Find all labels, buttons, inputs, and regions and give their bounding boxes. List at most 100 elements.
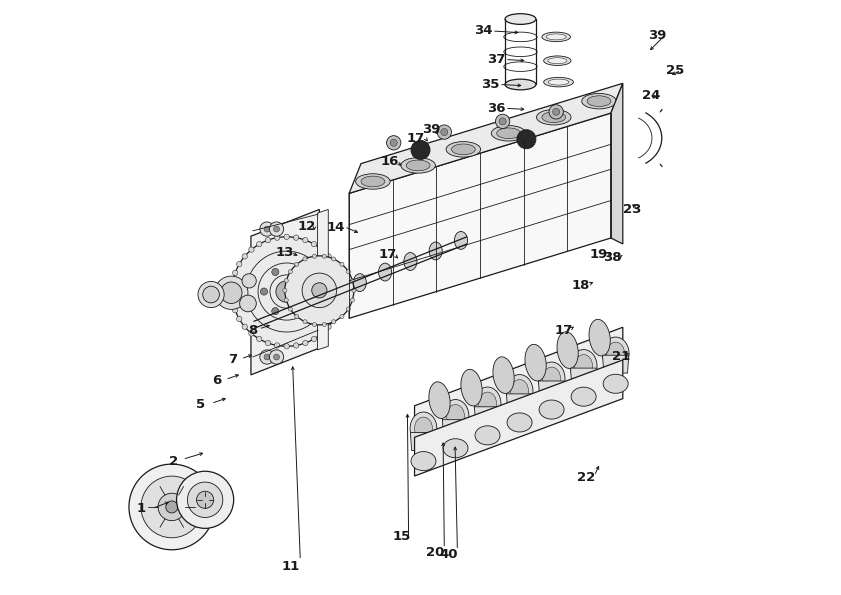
Circle shape (264, 354, 270, 360)
Ellipse shape (506, 375, 533, 408)
Circle shape (166, 501, 177, 513)
Ellipse shape (547, 58, 567, 64)
Ellipse shape (338, 280, 343, 285)
Ellipse shape (507, 413, 532, 432)
Ellipse shape (589, 320, 611, 356)
Ellipse shape (274, 235, 280, 240)
Circle shape (129, 464, 214, 550)
Text: 18: 18 (572, 279, 590, 292)
Text: 35: 35 (482, 78, 500, 91)
Circle shape (441, 129, 448, 136)
Circle shape (285, 256, 354, 325)
Text: 37: 37 (488, 53, 505, 66)
Ellipse shape (319, 331, 325, 336)
Ellipse shape (491, 126, 526, 141)
Text: 39: 39 (422, 123, 441, 136)
Ellipse shape (283, 289, 287, 293)
Ellipse shape (454, 231, 468, 249)
Ellipse shape (353, 274, 367, 292)
Ellipse shape (606, 342, 625, 365)
Circle shape (214, 276, 248, 309)
Ellipse shape (274, 343, 280, 348)
Circle shape (272, 308, 279, 315)
Circle shape (294, 308, 302, 315)
Ellipse shape (338, 298, 343, 303)
Text: 16: 16 (380, 155, 399, 168)
Ellipse shape (249, 247, 254, 252)
Ellipse shape (331, 262, 336, 267)
Circle shape (197, 491, 214, 508)
Text: 13: 13 (276, 246, 294, 259)
Ellipse shape (294, 235, 299, 240)
Polygon shape (410, 433, 436, 450)
Circle shape (276, 281, 298, 302)
Ellipse shape (312, 254, 316, 258)
Polygon shape (570, 368, 597, 386)
Ellipse shape (443, 439, 468, 458)
Text: 7: 7 (229, 353, 238, 367)
Ellipse shape (582, 93, 616, 109)
Text: 6: 6 (213, 374, 222, 387)
Ellipse shape (602, 337, 629, 369)
Circle shape (549, 105, 563, 119)
Text: 36: 36 (488, 102, 506, 115)
Ellipse shape (557, 332, 579, 368)
Ellipse shape (587, 96, 611, 107)
Ellipse shape (510, 380, 528, 402)
Text: 1: 1 (136, 502, 145, 515)
Polygon shape (415, 327, 623, 447)
Ellipse shape (265, 340, 271, 346)
Ellipse shape (542, 367, 560, 390)
Ellipse shape (538, 362, 565, 395)
Circle shape (390, 139, 397, 146)
Circle shape (240, 295, 257, 312)
Circle shape (294, 268, 302, 275)
Ellipse shape (242, 324, 247, 330)
Ellipse shape (493, 357, 514, 393)
Ellipse shape (284, 343, 289, 349)
Ellipse shape (548, 79, 569, 85)
Ellipse shape (474, 387, 501, 420)
Ellipse shape (303, 237, 308, 243)
Ellipse shape (461, 369, 482, 406)
Ellipse shape (542, 32, 570, 42)
Ellipse shape (257, 242, 262, 247)
Ellipse shape (331, 320, 336, 324)
Ellipse shape (429, 382, 450, 418)
Ellipse shape (410, 412, 436, 444)
Polygon shape (506, 394, 532, 412)
Polygon shape (318, 209, 328, 350)
Circle shape (141, 476, 203, 538)
Ellipse shape (546, 34, 566, 40)
Ellipse shape (543, 77, 574, 87)
Text: 12: 12 (297, 220, 315, 233)
Circle shape (411, 140, 430, 159)
Ellipse shape (543, 56, 571, 65)
Ellipse shape (406, 160, 430, 171)
Ellipse shape (312, 322, 316, 327)
Polygon shape (602, 355, 629, 373)
Ellipse shape (252, 316, 265, 334)
Ellipse shape (574, 355, 593, 377)
Polygon shape (538, 381, 564, 399)
Ellipse shape (442, 400, 469, 432)
Circle shape (232, 237, 341, 346)
Text: 23: 23 (622, 203, 641, 216)
Ellipse shape (356, 174, 390, 189)
Ellipse shape (339, 289, 344, 295)
Ellipse shape (404, 252, 417, 271)
Ellipse shape (475, 426, 500, 445)
Circle shape (305, 288, 313, 295)
Ellipse shape (322, 322, 326, 327)
Text: 34: 34 (473, 24, 492, 37)
Ellipse shape (542, 112, 566, 123)
Ellipse shape (236, 262, 242, 267)
Ellipse shape (232, 270, 238, 275)
Ellipse shape (242, 253, 247, 259)
Ellipse shape (284, 278, 288, 283)
Ellipse shape (265, 237, 271, 243)
Ellipse shape (230, 280, 235, 285)
Ellipse shape (505, 79, 536, 90)
Ellipse shape (325, 253, 331, 259)
Ellipse shape (288, 307, 293, 311)
